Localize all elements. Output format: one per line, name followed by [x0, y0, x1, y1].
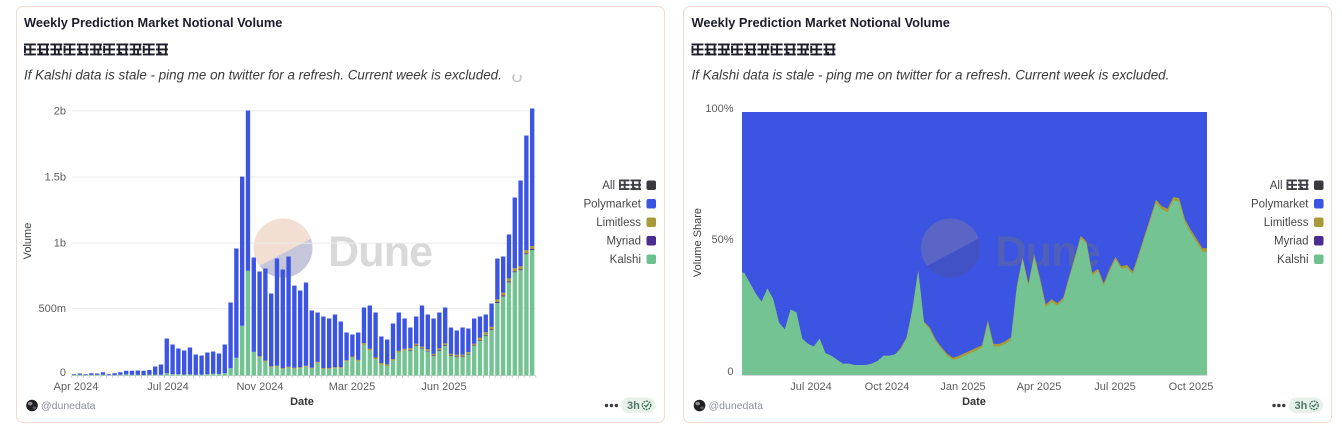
svg-text:All: All	[1270, 180, 1283, 192]
svg-text:Polymarket: Polymarket	[583, 199, 641, 211]
svg-text:Mar 2025: Mar 2025	[329, 381, 375, 393]
svg-text:Jul 2025: Jul 2025	[1094, 381, 1136, 393]
svg-text:0: 0	[727, 366, 733, 378]
svg-text:1.5b: 1.5b	[45, 172, 66, 184]
svg-text:Limitless: Limitless	[1264, 217, 1309, 229]
svg-text:If Kalshi data is stale - ping: If Kalshi data is stale - ping me on twi…	[692, 68, 1170, 83]
svg-text:Date: Date	[962, 396, 986, 408]
svg-text:Dune: Dune	[328, 228, 432, 276]
svg-text:Limitless: Limitless	[596, 217, 641, 229]
svg-text:Kalshi: Kalshi	[610, 254, 641, 266]
svg-text:500m: 500m	[38, 303, 66, 315]
svg-text:Myriad: Myriad	[1274, 236, 1309, 248]
svg-text:Jan 2025: Jan 2025	[940, 381, 985, 393]
svg-text:Apr 2025: Apr 2025	[1017, 381, 1062, 393]
svg-text:3h: 3h	[1295, 400, 1308, 412]
svg-text:3h: 3h	[627, 400, 640, 412]
svg-text:2b: 2b	[54, 105, 66, 117]
svg-text:Jul 2024: Jul 2024	[147, 381, 189, 393]
svg-text:Volume Share: Volume Share	[692, 208, 704, 277]
svg-text:1b: 1b	[54, 238, 66, 250]
svg-text:@dunedata: @dunedata	[709, 400, 764, 412]
svg-text:Weekly Prediction Market Notio: Weekly Prediction Market Notional Volume	[24, 15, 282, 30]
svg-text:Volume: Volume	[22, 223, 34, 260]
svg-text:Weekly Prediction Market Notio: Weekly Prediction Market Notional Volume	[692, 15, 950, 30]
svg-text:0: 0	[60, 367, 66, 379]
svg-text:If Kalshi data is stale - ping: If Kalshi data is stale - ping me on twi…	[24, 68, 502, 83]
svg-text:Apr 2024: Apr 2024	[54, 381, 99, 393]
svg-text:All: All	[602, 180, 615, 192]
svg-text:Date: Date	[290, 396, 314, 408]
svg-text:100%: 100%	[705, 103, 733, 115]
svg-text:@dunedata: @dunedata	[41, 400, 96, 412]
svg-text:Jul 2024: Jul 2024	[790, 381, 832, 393]
svg-text:Oct 2025: Oct 2025	[1169, 381, 1214, 393]
svg-text:Oct 2024: Oct 2024	[865, 381, 910, 393]
svg-text:50%: 50%	[711, 234, 733, 246]
svg-text:Jun 2025: Jun 2025	[421, 381, 466, 393]
svg-text:Kalshi: Kalshi	[1277, 254, 1308, 266]
svg-text:Nov 2024: Nov 2024	[236, 381, 283, 393]
svg-text:Polymarket: Polymarket	[1251, 199, 1309, 211]
svg-text:Myriad: Myriad	[606, 236, 641, 248]
